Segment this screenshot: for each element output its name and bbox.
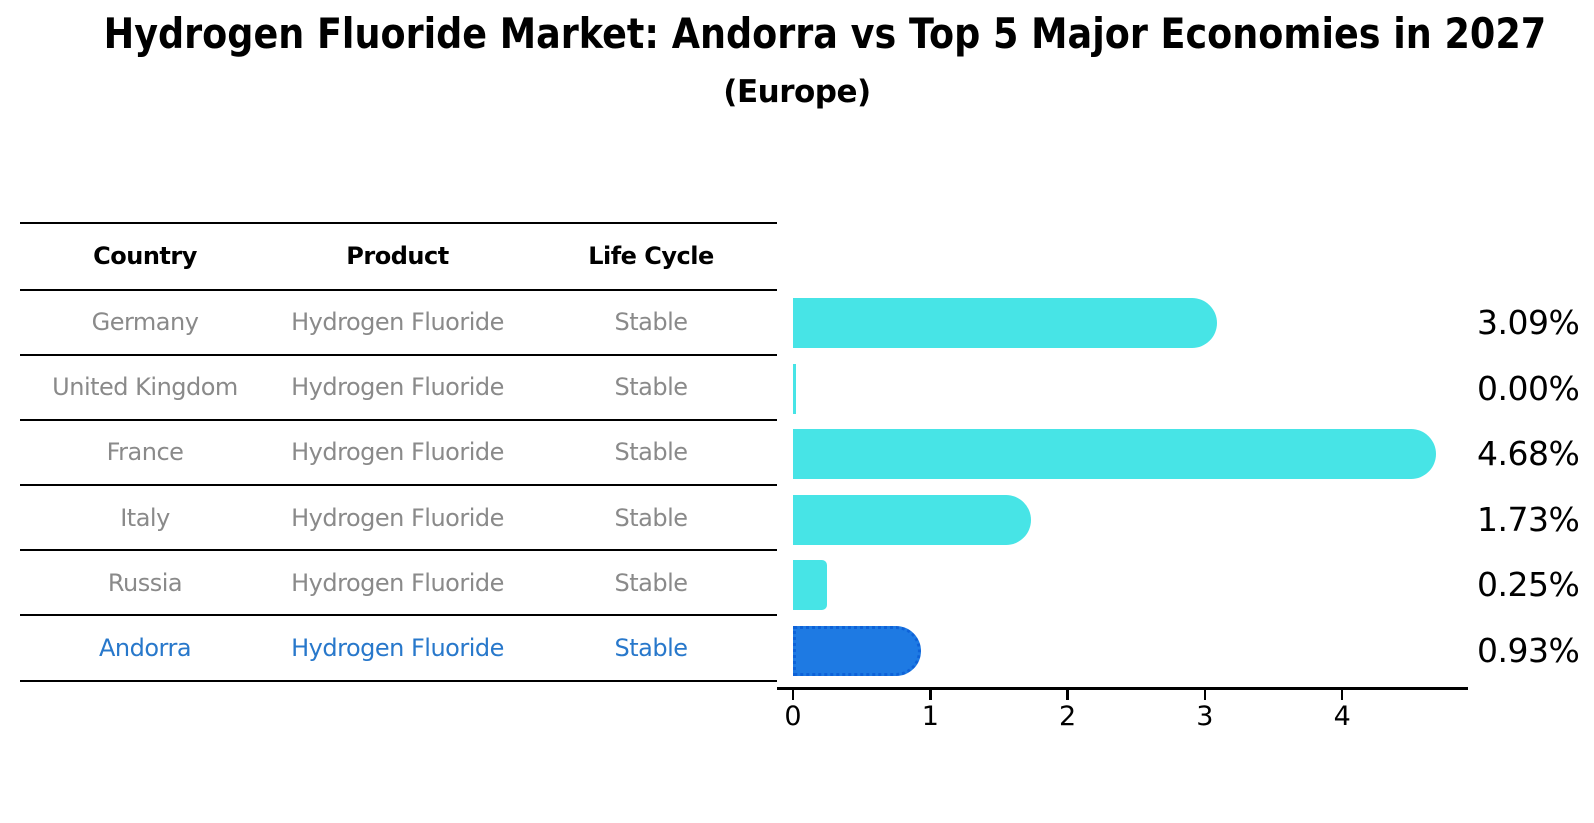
- table-row: Andorra Hydrogen Fluoride Stable: [20, 616, 777, 682]
- value-label: 0.25%: [1477, 565, 1580, 605]
- table-row: Italy Hydrogen Fluoride Stable: [20, 486, 777, 552]
- column-header-product: Product: [346, 242, 449, 271]
- cell-life-cycle: Stable: [614, 634, 688, 663]
- table-row: Russia Hydrogen Fluoride Stable: [20, 551, 777, 617]
- x-axis-tick: [1203, 689, 1207, 700]
- cell-life-cycle: Stable: [614, 308, 688, 337]
- page-subtitle: (Europe): [723, 74, 871, 110]
- cell-product: Hydrogen Fluoride: [291, 503, 504, 532]
- x-axis-tick-label: 4: [1333, 701, 1351, 732]
- table-row: Germany Hydrogen Fluoride Stable: [20, 291, 777, 356]
- page-title: Hydrogen Fluoride Market: Andorra vs Top…: [103, 9, 1547, 58]
- x-axis-tick: [1066, 689, 1069, 700]
- x-axis-tick-label: 2: [1059, 701, 1077, 732]
- cell-country: Russia: [107, 568, 183, 597]
- bar-france: [793, 429, 1436, 480]
- value-label: 0.00%: [1477, 368, 1580, 408]
- x-axis-tick: [1340, 689, 1344, 700]
- bar-russia: [793, 560, 828, 611]
- cell-country: Italy: [120, 503, 170, 532]
- table-row: France Hydrogen Fluoride Stable: [20, 421, 777, 487]
- value-label: 0.93%: [1477, 631, 1580, 670]
- column-header-country: Country: [93, 242, 197, 271]
- table-row: United Kingdom Hydrogen Fluoride Stable: [20, 356, 777, 421]
- cell-life-cycle: Stable: [614, 438, 688, 467]
- cell-product: Hydrogen Fluoride: [291, 634, 504, 663]
- cell-product: Hydrogen Fluoride: [291, 308, 504, 337]
- cell-country: Andorra: [98, 634, 192, 663]
- table-body: Germany Hydrogen Fluoride Stable United Kin…: [20, 291, 777, 682]
- comparison-table: Country Product Life Cycle Germany Hydrog…: [20, 222, 777, 682]
- table-header-row: Country Product Life Cycle: [20, 224, 777, 291]
- column-header-life-cycle: Life Cycle: [588, 242, 714, 271]
- x-axis-tick-label: 3: [1196, 701, 1214, 732]
- bar-germany: [793, 298, 1218, 348]
- bar-united-kingdom: [793, 363, 796, 414]
- bar-italy: [793, 494, 1031, 545]
- cell-country: United Kingdom: [52, 373, 238, 402]
- x-axis-tick: [791, 689, 795, 700]
- x-axis-line: [777, 687, 1468, 690]
- cell-product: Hydrogen Fluoride: [291, 373, 504, 402]
- cell-life-cycle: Stable: [614, 568, 688, 597]
- bar-andorra: [793, 626, 921, 676]
- value-label: 4.68%: [1477, 434, 1580, 474]
- x-axis-tick: [929, 689, 932, 700]
- cell-country: Germany: [91, 308, 199, 337]
- cell-product: Hydrogen Fluoride: [291, 438, 504, 467]
- cell-country: France: [106, 438, 184, 467]
- cell-product: Hydrogen Fluoride: [291, 568, 504, 597]
- value-label: 3.09%: [1477, 303, 1580, 342]
- x-axis-tick-label: 1: [921, 701, 939, 732]
- cell-life-cycle: Stable: [614, 503, 688, 532]
- x-axis-tick-label: 0: [784, 701, 802, 732]
- cell-life-cycle: Stable: [614, 373, 688, 402]
- value-label: 1.73%: [1477, 499, 1580, 539]
